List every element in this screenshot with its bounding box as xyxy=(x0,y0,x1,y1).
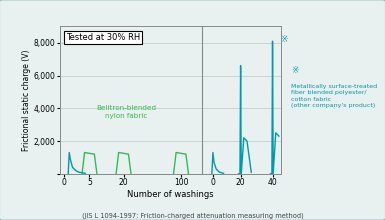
Text: Tested at 30% RH: Tested at 30% RH xyxy=(66,33,140,42)
Text: (JIS L 1094-1997: Friction-charged attenuation measuring method): (JIS L 1094-1997: Friction-charged atten… xyxy=(82,213,303,219)
X-axis label: Number of washings: Number of washings xyxy=(127,190,214,199)
Text: ※: ※ xyxy=(291,66,298,75)
Text: Metallically surface-treated
fiber blended polyester/
cotton fabric
(other compa: Metallically surface-treated fiber blend… xyxy=(291,84,377,108)
Text: Belltron-blended
nylon fabric: Belltron-blended nylon fabric xyxy=(96,104,156,119)
Y-axis label: Frictional static charge (V): Frictional static charge (V) xyxy=(22,49,31,151)
Text: ※: ※ xyxy=(280,35,288,44)
